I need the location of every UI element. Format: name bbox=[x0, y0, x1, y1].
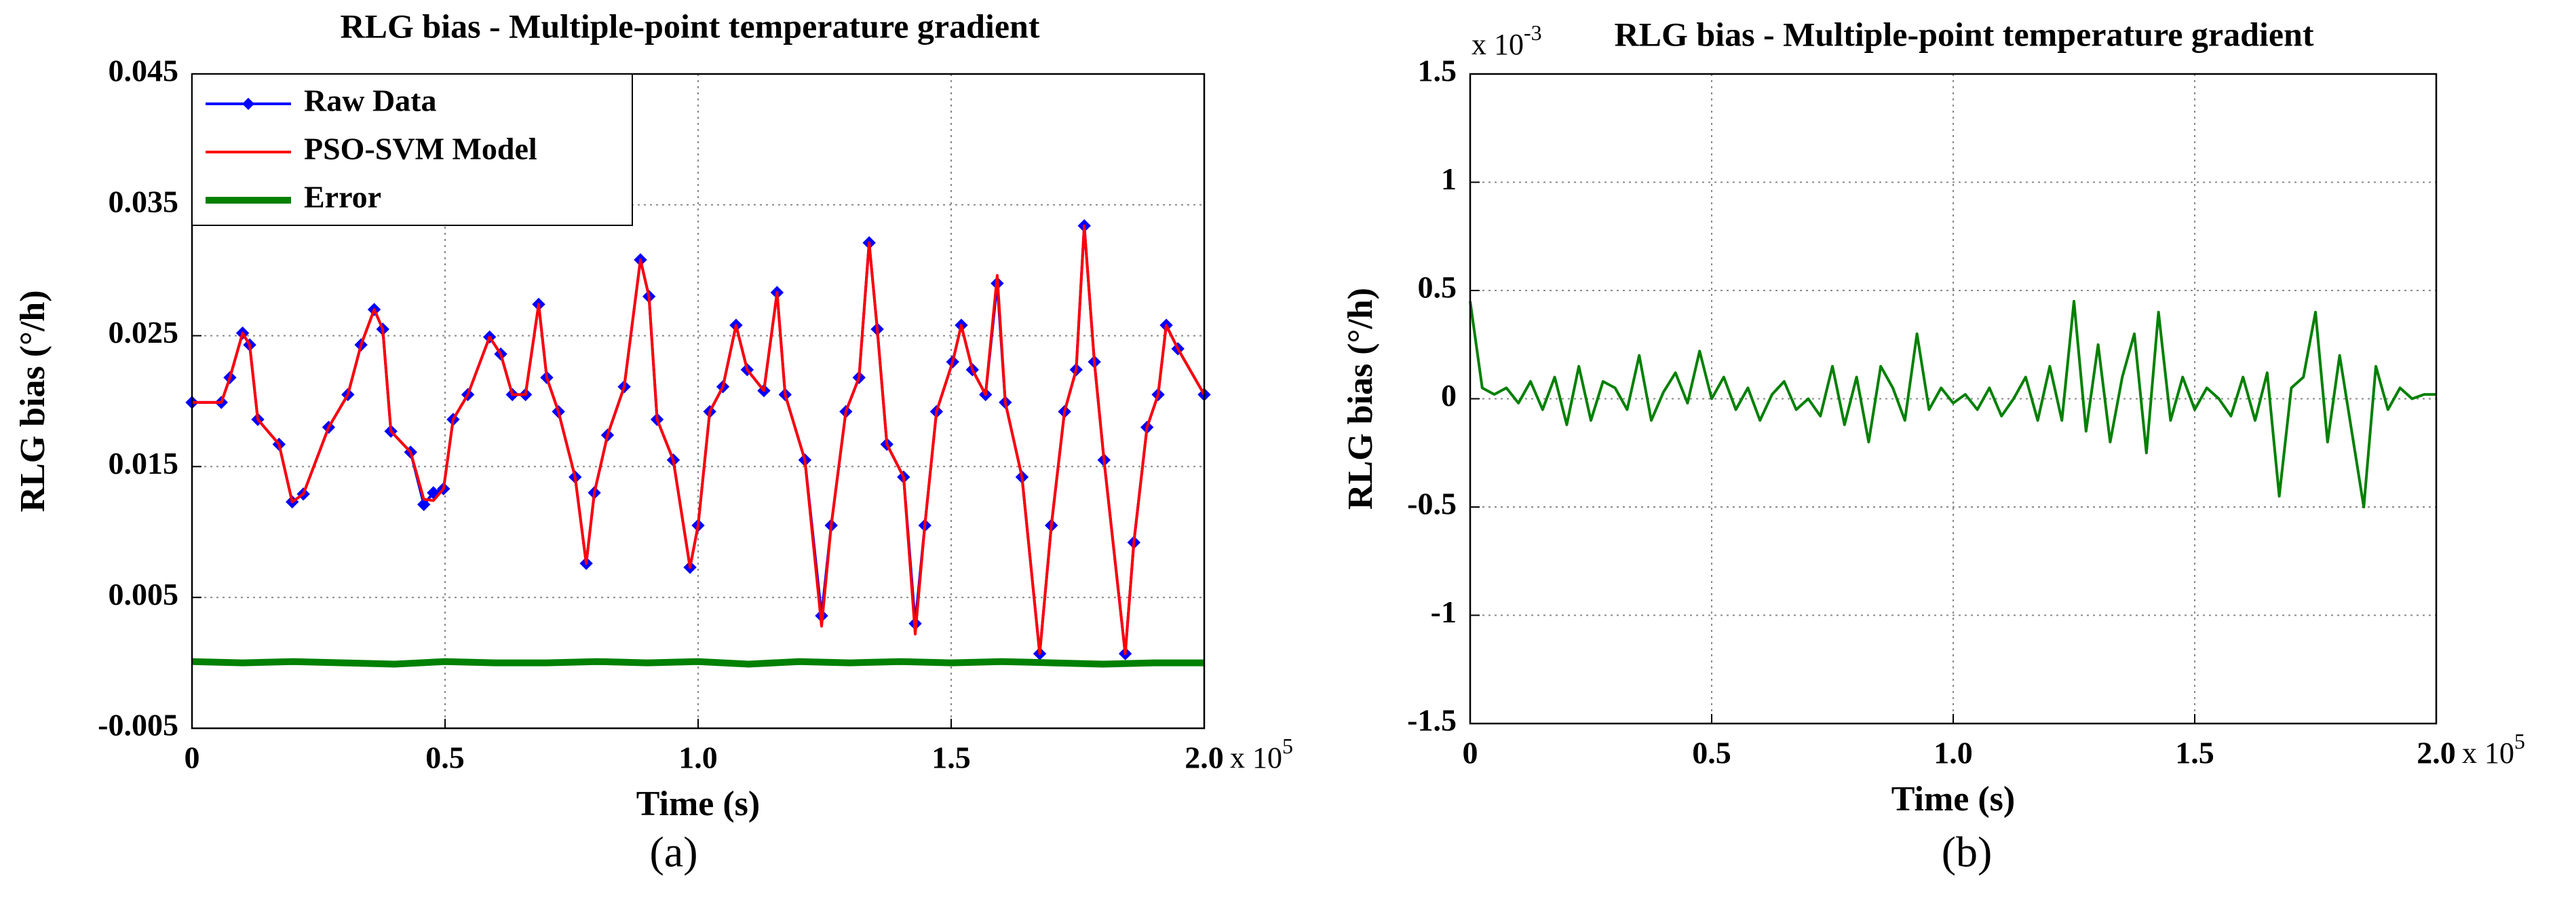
x-axis-label: Time (s) bbox=[1891, 780, 2015, 819]
x-tick-label: 0 bbox=[1463, 736, 1478, 770]
multiplier-exponent: -3 bbox=[1524, 20, 1542, 45]
legend-label: Raw Data bbox=[304, 83, 436, 118]
x-tick-label: 0 bbox=[185, 740, 200, 775]
multiplier-exponent: 5 bbox=[2514, 729, 2525, 753]
caption: (b) bbox=[1942, 828, 1993, 876]
y-tick-label: -0.005 bbox=[98, 708, 178, 743]
x-tick-label: 0.5 bbox=[425, 740, 465, 775]
y-tick-label: 1.5 bbox=[1418, 54, 1457, 88]
x-tick-label: 1.5 bbox=[2175, 736, 2214, 770]
y-tick-label: 0.015 bbox=[109, 446, 179, 481]
plot-frame bbox=[1469, 73, 2438, 725]
multiplier-base: x 10 bbox=[1472, 28, 1524, 61]
y-axis-label: RLG bias (°/h) bbox=[1341, 288, 1380, 510]
x-tick-label: 2.0 bbox=[1185, 740, 1224, 775]
y-tick-label: 0.025 bbox=[109, 315, 179, 350]
data-line bbox=[191, 658, 1204, 668]
chart-title: RLG bias - Multiple-point temperature gr… bbox=[1615, 15, 2314, 53]
y-axis-label: RLG bias (°/h) bbox=[14, 290, 52, 512]
multiplier-base: x 10 bbox=[1230, 741, 1282, 774]
x-axis-label: Time (s) bbox=[636, 785, 760, 823]
x-tick-label: 1.0 bbox=[678, 740, 718, 775]
y-tick-label: 0.045 bbox=[109, 54, 179, 88]
y-tick-label: 1 bbox=[1441, 162, 1457, 196]
y-tick-label: 0.005 bbox=[109, 577, 179, 612]
data-line bbox=[1469, 299, 2436, 508]
x-tick-label: 2.0 bbox=[2417, 736, 2456, 770]
x-tick-label: 1.5 bbox=[931, 740, 971, 775]
axis-multiplier: x 105 bbox=[1230, 734, 1293, 774]
legend-marker bbox=[242, 98, 254, 110]
legend-label: Error bbox=[304, 180, 381, 214]
caption: (a) bbox=[649, 828, 697, 876]
multiplier-base: x 10 bbox=[2462, 736, 2514, 770]
legend-label: PSO-SVM Model bbox=[304, 132, 537, 166]
plot-frame bbox=[191, 73, 1206, 730]
data-marker bbox=[417, 498, 431, 512]
y-tick-label: -1 bbox=[1431, 595, 1457, 629]
x-tick-label: 1.0 bbox=[1934, 736, 1973, 770]
multiplier-exponent: 5 bbox=[1282, 734, 1293, 758]
x-tick-label: 0.5 bbox=[1692, 736, 1731, 770]
y-tick-label: -0.5 bbox=[1407, 487, 1457, 521]
data-line bbox=[192, 224, 1206, 656]
y-tick-label: 0.035 bbox=[109, 184, 179, 219]
y-tick-label: 0 bbox=[1441, 378, 1457, 413]
axis-multiplier: x 105 bbox=[2462, 729, 2525, 770]
y-tick-label: -1.5 bbox=[1407, 703, 1457, 738]
y-tick-label: 0.5 bbox=[1418, 270, 1457, 305]
axis-multiplier: x 10-3 bbox=[1472, 20, 1542, 61]
chart-title: RLG bias - Multiple-point temperature gr… bbox=[341, 7, 1040, 45]
